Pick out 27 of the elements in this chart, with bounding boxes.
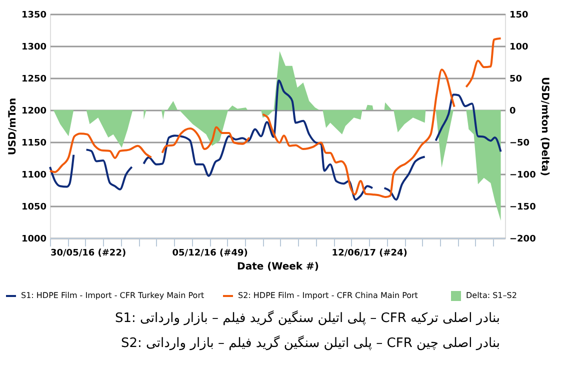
- y2-tick-label: −150: [510, 202, 536, 212]
- y2-tick-label: −100: [510, 170, 536, 180]
- y-tick-label: 1250: [21, 74, 46, 84]
- y-tick-label: 1050: [21, 202, 46, 212]
- legend-label: S1: HDPE Film - Import - CFR Turkey Main Port: [21, 291, 204, 300]
- y-axis-title: USD/mTon: [7, 98, 18, 156]
- y2-tick-label: 150: [510, 10, 528, 20]
- y2-tick-label: −50: [510, 138, 530, 148]
- y2-axis-title: USD/mton (Delta): [538, 76, 550, 176]
- y-tick-label: 1000: [21, 234, 46, 244]
- y-tick-label: 1100: [21, 170, 46, 180]
- x-tick-label: 05/12/16 (#49): [172, 248, 248, 258]
- legend-label: Delta: S1–S2: [466, 291, 517, 300]
- y-tick-label: 1300: [21, 42, 46, 52]
- text: S2: پلی اتیلن سنگین گرید فیلم – بازار وارداتی – CFR بنادر اصلی چین: [120, 335, 500, 351]
- y2-tick-label: 0: [510, 106, 516, 116]
- x-axis-title: Date (Week #): [237, 262, 319, 272]
- y-tick-label: 1150: [21, 138, 46, 148]
- y-tick-label: 1350: [21, 10, 46, 20]
- y2-tick-label: 100: [510, 42, 528, 52]
- text: S1: پلی اتیلن سنگین گرید فیلم – بازار وارداتی – CFR بنادر اصلی ترکیه: [114, 310, 500, 326]
- x-tick-label: 12/06/17 (#24): [332, 248, 408, 258]
- y2-tick-label: −200: [510, 234, 536, 244]
- y-tick-label: 1200: [21, 106, 46, 116]
- x-tick-label: 30/05/16 (#22): [50, 248, 126, 258]
- legend-label: S2: HDPE Film - Import - CFR China Main Port: [238, 291, 418, 300]
- y2-tick-label: 50: [510, 74, 522, 84]
